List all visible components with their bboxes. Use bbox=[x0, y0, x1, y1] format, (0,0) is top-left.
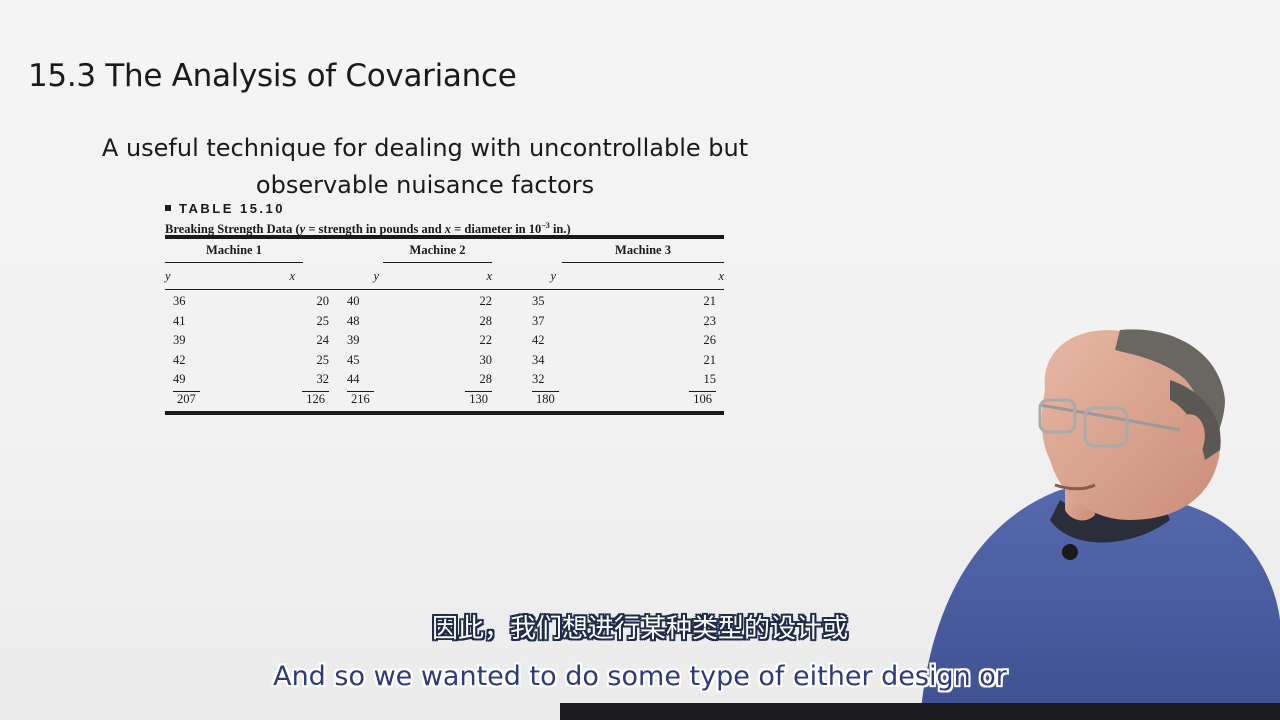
presenter-image bbox=[920, 329, 1280, 720]
bullet-square-icon bbox=[165, 205, 171, 211]
table-cell: 37 bbox=[532, 313, 545, 328]
total-value: 130 bbox=[465, 390, 492, 406]
subtitle-english: And so we wanted to do some type of eith… bbox=[273, 661, 1007, 692]
var-header: x bbox=[224, 263, 343, 290]
total-value: 106 bbox=[689, 390, 716, 406]
table-label-text: TABLE 15.10 bbox=[179, 201, 286, 216]
group-header-machine-3: Machine 3 bbox=[522, 235, 724, 263]
table-cell: 40 bbox=[347, 294, 360, 308]
table-cell: 30 bbox=[479, 352, 493, 367]
table-cell: 48 bbox=[347, 313, 360, 328]
table-cell: 44 bbox=[347, 372, 360, 386]
table-cell: 35 bbox=[532, 294, 545, 308]
total-value: 126 bbox=[302, 390, 329, 406]
subtitle-line-1: A useful technique for dealing with unco… bbox=[101, 134, 749, 162]
table-row: 36 20 40 22 35 21 bbox=[165, 290, 724, 312]
caption-part: x bbox=[444, 222, 452, 237]
caption-part: = strength in pounds and bbox=[305, 222, 445, 237]
desk-edge bbox=[560, 703, 1280, 720]
table-row: 41 25 48 28 37 23 bbox=[165, 312, 724, 332]
table-row: 42 25 45 30 34 21 bbox=[165, 351, 724, 371]
breaking-strength-table: TABLE 15.10 Breaking Strength Data (y = … bbox=[165, 201, 724, 415]
var-header: y bbox=[343, 263, 389, 290]
caption-part: Breaking Strength Data ( bbox=[165, 222, 300, 237]
subtitle-chinese: 因此，我们想进行某种类型的设计或 bbox=[431, 614, 848, 644]
table-cell: 28 bbox=[479, 313, 493, 328]
table-cell: 42 bbox=[532, 333, 545, 347]
table-bottom-rule bbox=[165, 410, 724, 415]
table-caption: Breaking Strength Data (y = strength in … bbox=[165, 217, 724, 237]
total-value: 180 bbox=[532, 390, 559, 406]
table-cell: 42 bbox=[173, 352, 186, 367]
var-header: x bbox=[578, 263, 724, 290]
group-header-machine-1: Machine 1 bbox=[165, 235, 343, 263]
var-header: y bbox=[522, 263, 578, 290]
total-cell: 130 bbox=[389, 390, 522, 409]
table-cell: 28 bbox=[479, 372, 493, 386]
table-cell: 22 bbox=[479, 333, 493, 347]
table-label: TABLE 15.10 bbox=[165, 201, 724, 217]
caption-part: −3 bbox=[541, 221, 550, 230]
table-cell: 32 bbox=[532, 372, 545, 386]
table-cell: 15 bbox=[703, 372, 717, 386]
table-cell: 34 bbox=[532, 352, 545, 367]
table-cell: 22 bbox=[479, 294, 493, 308]
data-table: Machine 1 Machine 2 Machine 3 y x y x y … bbox=[165, 235, 724, 409]
total-value: 216 bbox=[347, 390, 374, 406]
table-cell: 36 bbox=[173, 294, 186, 308]
total-value: 207 bbox=[173, 390, 200, 406]
total-cell: 207 bbox=[165, 390, 224, 409]
table-row: 49 32 44 28 32 15 bbox=[165, 370, 724, 390]
table-cell: 25 bbox=[316, 313, 330, 328]
table-cell: 25 bbox=[316, 352, 330, 367]
var-header: x bbox=[389, 263, 522, 290]
group-header-row: Machine 1 Machine 2 Machine 3 bbox=[165, 235, 724, 263]
table-cell: 23 bbox=[703, 313, 717, 328]
total-cell: 180 bbox=[522, 390, 578, 409]
table-cell: 49 bbox=[173, 372, 186, 386]
caption-part: y bbox=[299, 222, 306, 237]
variable-header-row: y x y x y x bbox=[165, 263, 724, 290]
table-cell: 32 bbox=[316, 372, 330, 386]
var-header: y bbox=[165, 263, 224, 290]
table-cell: 21 bbox=[703, 294, 717, 308]
table-row: 39 24 39 22 42 26 bbox=[165, 331, 724, 351]
totals-row: 207 126 216 130 180 106 bbox=[165, 390, 724, 409]
table-cell: 26 bbox=[703, 333, 717, 347]
total-cell: 106 bbox=[578, 390, 724, 409]
table-cell: 39 bbox=[347, 333, 360, 347]
caption-part: in.) bbox=[549, 222, 571, 237]
total-cell: 216 bbox=[343, 390, 389, 409]
total-cell: 126 bbox=[224, 390, 343, 409]
slide-subtitle: A useful technique for dealing with unco… bbox=[60, 130, 790, 204]
table-cell: 20 bbox=[316, 294, 330, 308]
slide-title: 15.3 The Analysis of Covariance bbox=[28, 58, 517, 94]
group-header-machine-2: Machine 2 bbox=[343, 235, 522, 263]
table-cell: 45 bbox=[347, 352, 360, 367]
caption-part: = diameter in 10 bbox=[451, 222, 542, 237]
table-cell: 21 bbox=[703, 352, 717, 367]
table-cell: 24 bbox=[316, 333, 330, 347]
table-cell: 39 bbox=[173, 333, 186, 347]
subtitle-line-2: observable nuisance factors bbox=[255, 171, 595, 199]
table-cell: 41 bbox=[173, 313, 186, 328]
